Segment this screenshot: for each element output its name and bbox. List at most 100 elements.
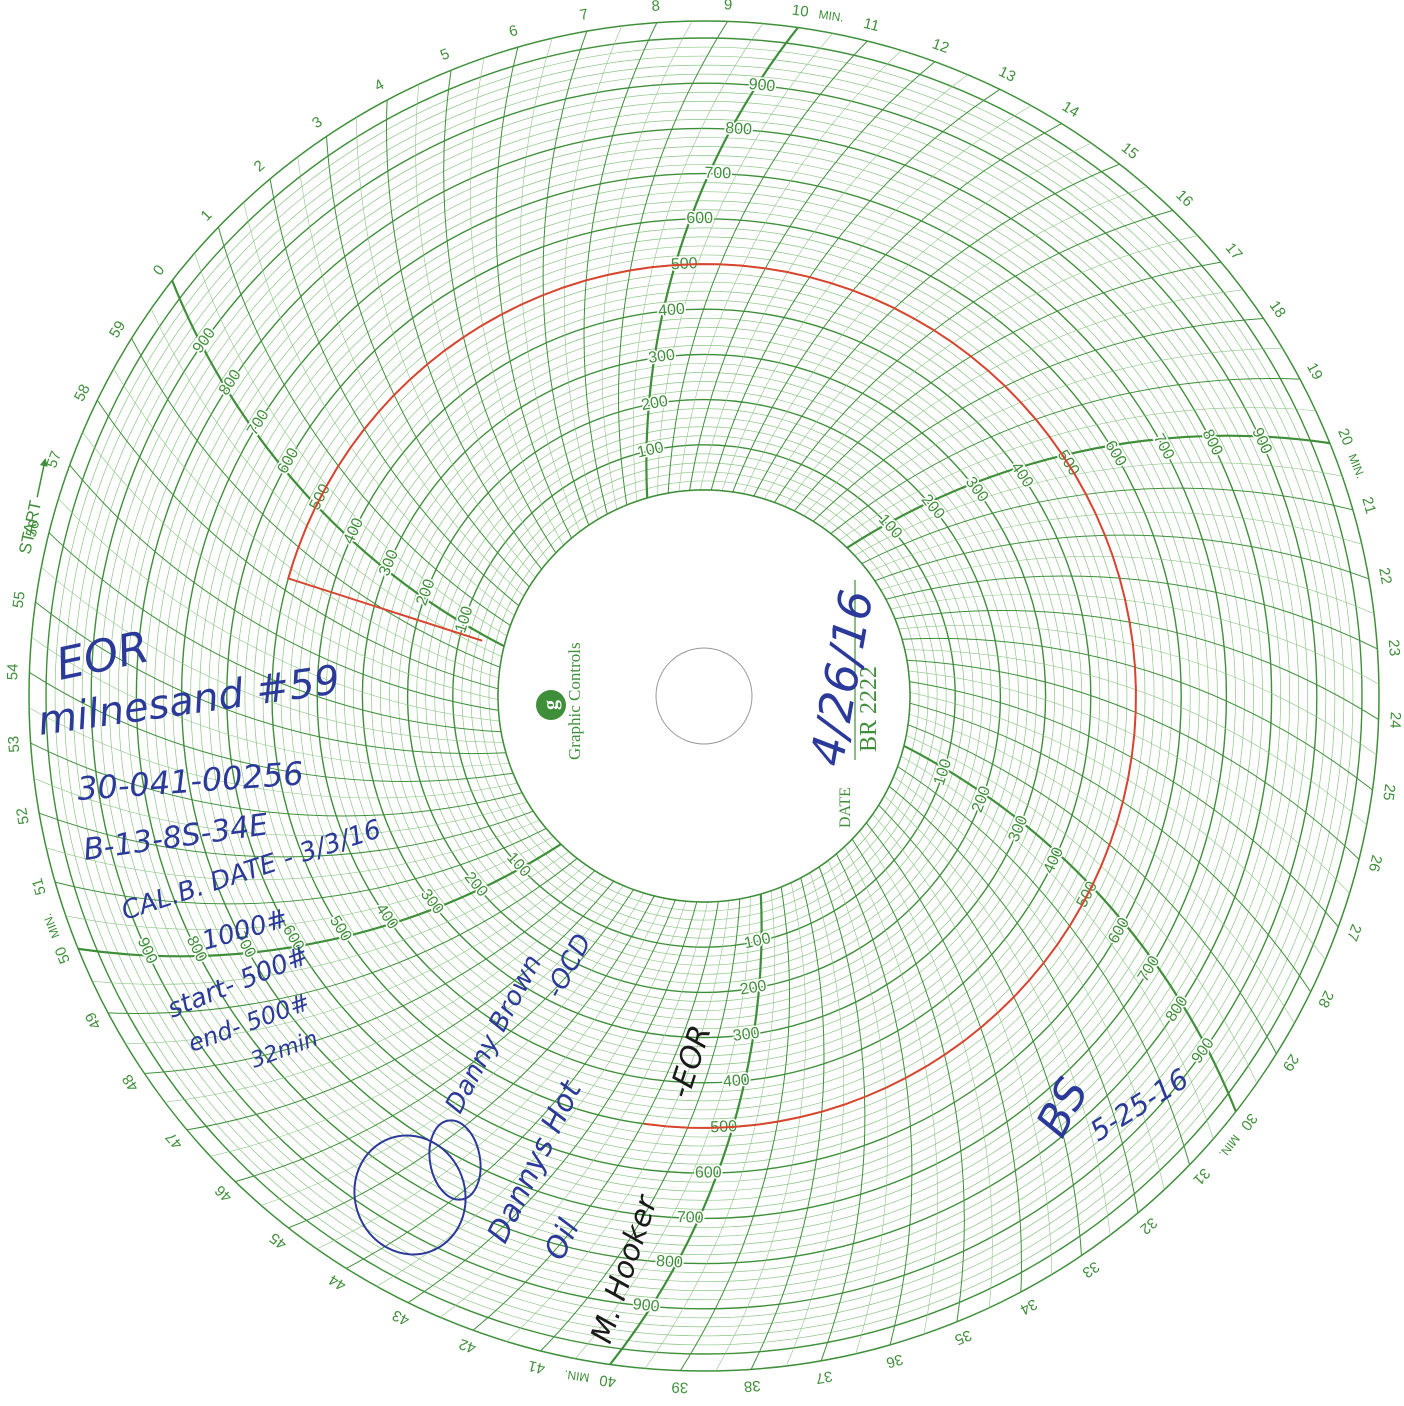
minute-tick-label: 20: [1334, 426, 1356, 448]
pressure-ring: [163, 155, 1245, 1237]
pressure-tick-label: 900: [748, 76, 776, 95]
time-arc: [883, 795, 1111, 1236]
time-arc: [903, 744, 1237, 1113]
minute-tick-label: 28: [1314, 988, 1337, 1010]
pressure-ring: [117, 109, 1291, 1283]
pressure-ring: [470, 462, 938, 930]
trace-line: [287, 263, 1137, 1129]
time-arc: [243, 202, 515, 616]
pressure-ring: [226, 218, 1182, 1174]
time-arc: [356, 117, 536, 578]
time-arc: [69, 464, 499, 711]
time-arc: [540, 898, 741, 1352]
pressure-ring: [461, 453, 947, 939]
time-arc: [78, 843, 562, 958]
time-arc: [39, 810, 534, 858]
time-arc: [907, 724, 1277, 1054]
time-arc: [657, 33, 834, 496]
pressure-ring: [280, 272, 1128, 1120]
time-arc: [854, 462, 1343, 556]
minute-unit-label: MIN.: [563, 1367, 590, 1384]
pressure-ring: [353, 345, 1055, 1047]
logo-letter: g: [540, 700, 562, 710]
pressure-ring: [180, 172, 1228, 1220]
pressure-ring: [488, 480, 920, 912]
time-arc: [58, 498, 500, 722]
minute-tick-label: 30: [1237, 1110, 1261, 1134]
pressure-ring: [425, 417, 983, 975]
time-arc: [885, 575, 1378, 650]
pressure-tick-label: 800: [656, 1253, 684, 1272]
minute-tick-label: 49: [82, 1009, 105, 1032]
pressure-ring: [361, 353, 1047, 1039]
pressure-ring: [452, 444, 956, 948]
time-arc: [897, 766, 1191, 1166]
pressure-ring: [244, 236, 1164, 1156]
pressure-ring: [479, 471, 929, 921]
minute-tick-label: 37: [814, 1367, 833, 1387]
pressure-tick-label: 300: [647, 347, 676, 367]
time-arc: [909, 681, 1339, 928]
minute-tick-label: 29: [1279, 1051, 1302, 1074]
minute-tick-label: 22: [1375, 566, 1395, 585]
pressure-ring: [253, 245, 1155, 1147]
pressure-ring: [334, 326, 1074, 1066]
outer-ring: [28, 20, 1380, 1372]
time-arc: [234, 889, 634, 1183]
pressure-ring: [416, 408, 992, 984]
time-arc: [194, 253, 508, 637]
pressure-ring: [289, 281, 1119, 1111]
time-arc: [316, 898, 665, 1250]
minute-tick-label: 56: [23, 519, 44, 539]
time-arc: [644, 890, 775, 1369]
time-arc: [679, 886, 790, 1371]
time-arc: [30, 742, 523, 817]
pressure-ring: [398, 390, 1010, 1002]
minute-tick-label: 26: [1365, 853, 1386, 873]
time-arc: [888, 785, 1139, 1214]
time-arc: [893, 776, 1165, 1190]
minute-tick-label: 36: [884, 1350, 905, 1371]
pressure-ring: [72, 64, 1336, 1328]
minute-tick-label: 24: [1386, 711, 1404, 728]
time-arc: [880, 556, 1375, 614]
pressure-ring: [389, 381, 1019, 1011]
time-arc: [269, 178, 520, 607]
pressure-tick-label: 400: [722, 1072, 750, 1091]
time-arc: [803, 289, 1244, 517]
time-arc: [131, 338, 501, 668]
minute-tick-label: 52: [13, 806, 33, 825]
pressure-trace: [287, 263, 1137, 1129]
time-arc: [732, 123, 1062, 493]
pressure-ring: [81, 73, 1327, 1319]
pressure-tick-label: 100: [743, 930, 773, 952]
time-arc: [872, 814, 1052, 1275]
time-arc: [868, 512, 1362, 573]
time-arc: [838, 407, 1316, 541]
chart-code: BR 2222: [856, 666, 882, 752]
time-arc: [906, 659, 1360, 860]
pressure-ring: [262, 254, 1146, 1138]
time-arc: [859, 830, 993, 1308]
pressure-ring: [99, 91, 1309, 1301]
pressure-ring: [127, 119, 1281, 1273]
pressure-tick-label: 700: [677, 1209, 704, 1227]
time-arc: [564, 25, 622, 520]
time-arc: [65, 836, 554, 930]
time-arc: [144, 870, 596, 1074]
time-arc: [645, 26, 799, 499]
pressure-ring: [406, 398, 1002, 994]
time-arc: [96, 399, 499, 690]
minute-tick-label: 59: [106, 318, 129, 341]
time-arc: [689, 61, 936, 491]
minute-tick-label: 39: [671, 1378, 688, 1396]
pressure-tick-label: 800: [725, 120, 753, 139]
minute-tick-label: 35: [952, 1326, 974, 1348]
time-arc: [31, 636, 510, 767]
pressure-ring: [63, 55, 1345, 1337]
time-arc: [495, 46, 573, 539]
time-arc: [909, 702, 1312, 993]
time-arc: [506, 900, 730, 1342]
time-arc: [894, 610, 1379, 721]
